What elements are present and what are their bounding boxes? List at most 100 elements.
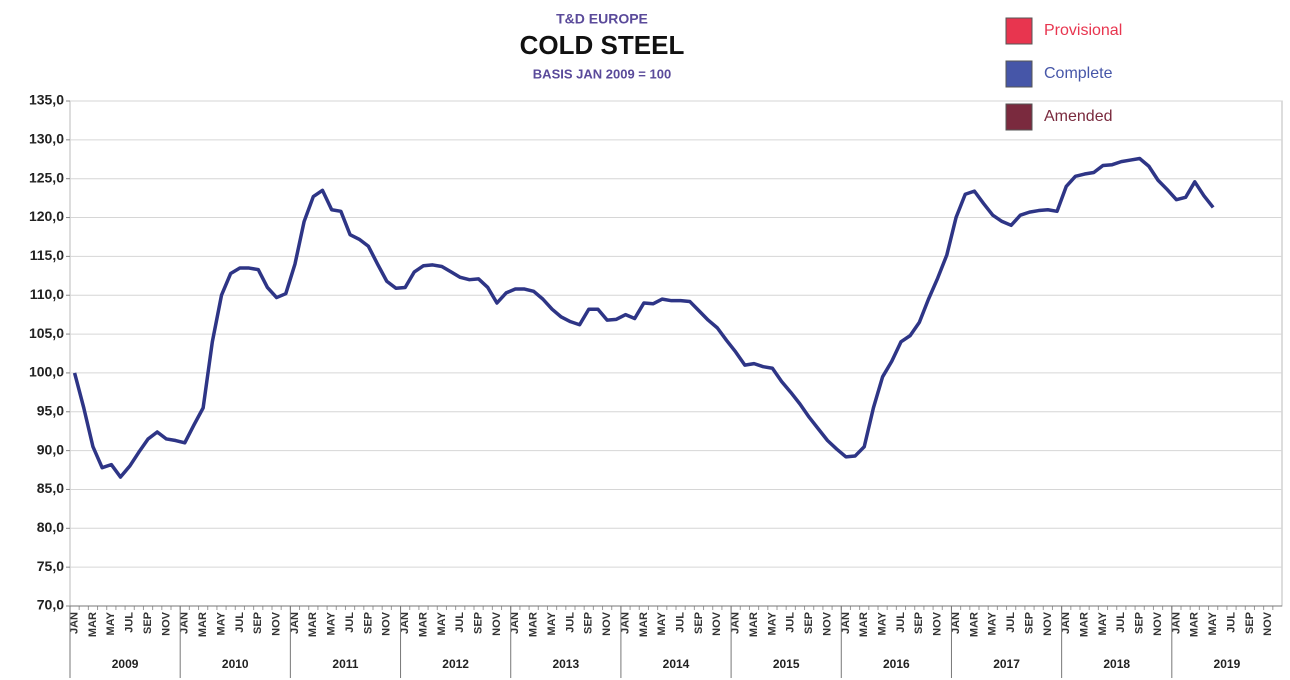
x-tick-label: NOV [932, 611, 944, 636]
x-tick-label: NOV [1042, 611, 1054, 636]
x-tick-label: MAR [968, 612, 980, 637]
x-tick-label: SEP [1244, 612, 1256, 634]
x-tick-label: JUL [1115, 612, 1127, 633]
x-tick-label: NOV [1262, 611, 1274, 636]
y-tick-label: 135,0 [29, 92, 64, 108]
x-tick-label: NOV [1152, 611, 1164, 636]
x-tick-label: JUL [674, 612, 686, 633]
legend-label: Provisional [1044, 22, 1122, 39]
x-tick-label: JAN [1170, 612, 1182, 634]
legend-label: Complete [1044, 65, 1113, 82]
y-tick-label: 95,0 [37, 402, 64, 418]
year-label: 2011 [332, 657, 358, 671]
x-tick-label: JUL [895, 612, 907, 633]
x-tick-label: JUL [234, 612, 246, 633]
x-tick-label: SEP [803, 612, 815, 634]
x-tick-label: JUL [564, 612, 576, 633]
year-label: 2009 [112, 657, 139, 671]
x-tick-label: NOV [381, 611, 393, 636]
x-tick-label: MAY [1207, 611, 1219, 635]
x-tick-label: MAY [215, 611, 227, 635]
x-tick-label: MAR [307, 612, 319, 637]
x-tick-label: JUL [344, 612, 356, 633]
year-label: 2018 [1103, 657, 1130, 671]
x-tick-label: JAN [68, 612, 80, 634]
year-label: 2016 [883, 657, 910, 671]
x-tick-label: MAR [197, 612, 209, 637]
year-label: 2014 [663, 657, 690, 671]
x-tick-label: NOV [601, 611, 613, 636]
y-tick-label: 115,0 [30, 247, 64, 263]
x-tick-label: MAR [528, 612, 540, 637]
x-tick-label: MAR [638, 612, 650, 637]
year-label: 2013 [552, 657, 579, 671]
x-tick-label: SEP [1134, 612, 1146, 634]
x-tick-label: SEP [583, 612, 595, 634]
x-tick-label: JUL [1225, 612, 1237, 633]
chart-title: COLD STEEL [520, 30, 685, 60]
y-tick-label: 120,0 [29, 208, 64, 224]
x-tick-label: MAY [656, 611, 668, 635]
x-tick-label: NOV [270, 611, 282, 636]
x-tick-label: JAN [840, 612, 852, 634]
legend-swatch [1005, 103, 1033, 131]
year-label: 2017 [993, 657, 1020, 671]
x-tick-label: JAN [509, 612, 521, 634]
x-tick-label: MAR [858, 612, 870, 637]
x-tick-label: JUL [785, 612, 797, 633]
x-tick-label: SEP [693, 612, 705, 634]
x-tick-label: MAY [766, 611, 778, 635]
y-tick-label: 105,0 [29, 325, 64, 341]
x-tick-label: NOV [711, 611, 723, 636]
x-tick-label: NOV [821, 611, 833, 636]
x-tick-label: SEP [142, 612, 154, 634]
supertitle: T&D EUROPE [556, 11, 648, 27]
data-line [72, 156, 1215, 479]
x-tick-label: JAN [950, 612, 962, 634]
x-tick-label: JUL [454, 612, 466, 633]
x-tick-label: MAY [1097, 611, 1109, 635]
year-label: 2019 [1214, 657, 1241, 671]
legend-label: Amended [1044, 108, 1113, 125]
y-tick-label: 90,0 [37, 441, 64, 457]
x-tick-label: NOV [491, 611, 503, 636]
year-label: 2015 [773, 657, 800, 671]
y-tick-label: 80,0 [37, 519, 64, 535]
y-tick-label: 85,0 [37, 480, 64, 496]
x-tick-label: JUL [124, 612, 136, 633]
y-tick-label: 125,0 [29, 169, 64, 185]
x-tick-label: MAR [1078, 612, 1090, 637]
x-tick-label: MAY [987, 611, 999, 635]
legend-swatch [1005, 60, 1033, 88]
subtitle: BASIS JAN 2009 = 100 [533, 66, 671, 81]
y-tick-label: 110,0 [30, 286, 64, 302]
x-tick-label: JAN [399, 612, 411, 634]
y-tick-label: 100,0 [29, 364, 64, 380]
x-tick-label: JAN [730, 612, 742, 634]
year-label: 2010 [222, 657, 249, 671]
x-tick-label: SEP [362, 612, 374, 634]
x-tick-label: JAN [179, 612, 191, 634]
x-tick-label: SEP [252, 612, 264, 634]
x-tick-label: MAY [876, 611, 888, 635]
x-tick-label: JAN [1060, 612, 1072, 634]
x-tick-label: MAR [748, 612, 760, 637]
x-tick-label: MAY [436, 611, 448, 635]
x-tick-label: NOV [160, 611, 172, 636]
x-tick-label: JAN [619, 612, 631, 634]
y-tick-label: 70,0 [37, 597, 64, 613]
x-tick-label: MAY [546, 611, 558, 635]
x-tick-label: MAR [87, 612, 99, 637]
x-tick-label: JAN [289, 612, 301, 634]
year-label: 2012 [442, 657, 469, 671]
x-tick-label: SEP [472, 612, 484, 634]
x-tick-label: SEP [1023, 612, 1035, 634]
y-tick-label: 75,0 [37, 558, 64, 574]
x-tick-label: JUL [1005, 612, 1017, 633]
y-tick-label: 130,0 [29, 131, 64, 147]
x-tick-label: MAY [326, 611, 338, 635]
x-tick-label: SEP [913, 612, 925, 634]
x-tick-label: MAY [105, 611, 117, 635]
plot-area [69, 100, 1283, 607]
